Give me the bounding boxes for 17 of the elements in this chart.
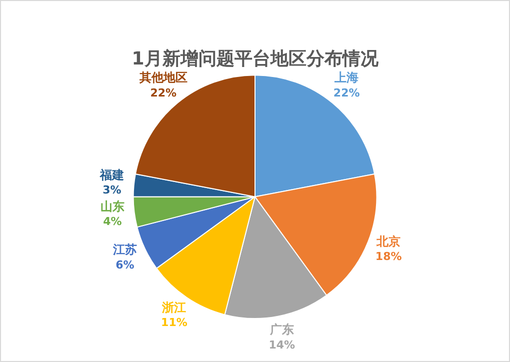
data-label: 3% — [102, 184, 122, 197]
slice-label: 浙江 — [161, 300, 186, 314]
data-label: 11% — [161, 316, 188, 330]
slice-label: 山东 — [100, 199, 124, 214]
slice-label: 江苏 — [112, 242, 137, 257]
slice-label: 上海 — [334, 70, 359, 85]
chart-title: 1月新增问题平台地区分布情况 — [132, 48, 380, 70]
slice-label: 其他地区 — [138, 70, 188, 85]
data-label: 4% — [103, 215, 122, 228]
slice-label: 北京 — [376, 234, 401, 248]
data-label: 14% — [268, 338, 296, 352]
data-label: 18% — [375, 250, 402, 264]
slice-label: 福建 — [98, 168, 124, 182]
data-label: 22% — [150, 86, 177, 100]
slice-label: 广东 — [268, 322, 294, 337]
data-label: 6% — [116, 258, 134, 272]
data-label: 22% — [333, 86, 360, 100]
